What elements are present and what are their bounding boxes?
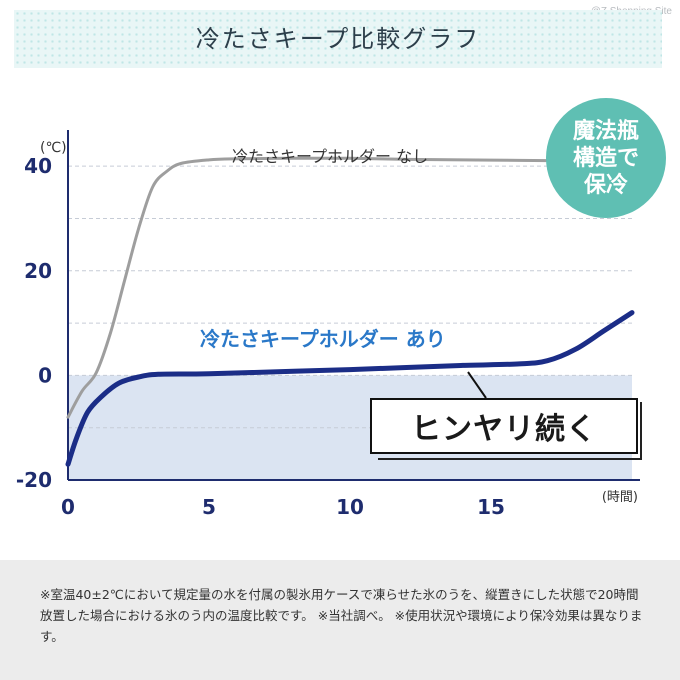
y-tick-label: -20 (16, 468, 52, 492)
series-line-with-holder (65, 310, 635, 467)
x-tick-label: 15 (477, 495, 505, 519)
chart-axes (67, 130, 640, 481)
callout-text: ヒンヤリ続く (411, 412, 597, 447)
x-tick-label: 0 (61, 495, 75, 519)
y-tick-label: 0 (38, 363, 52, 387)
x-tick-label: 5 (202, 495, 216, 519)
x-tick-label: 10 (336, 495, 364, 519)
chart-title: 冷たさキープ比較グラフ (195, 25, 481, 53)
chart-labels: 40 20 0 -20 0 5 10 15 (℃) (時間) 冷たさキープホルダー なし冷たさキープ… (16, 140, 638, 519)
y-axis-unit-label: (℃) (40, 140, 67, 156)
series-line-without-holder (66, 156, 634, 419)
stays-cold-callout: ヒンヤリ続く (370, 398, 638, 454)
x-axis-unit-label: (時間) (602, 490, 638, 505)
y-tick-label: 20 (24, 259, 52, 283)
footnote-text: ※室温40±2℃において規定量の水を付属の製氷用ケースで凍らせた氷のうを、縦置き… (40, 587, 643, 644)
footnote-panel: ※室温40±2℃において規定量の水を付属の製氷用ケースで凍らせた氷のうを、縦置き… (0, 560, 680, 680)
temperature-chart: 40 20 0 -20 0 5 10 15 (℃) (時間) 冷たさキープホルダー なし冷たさキープ… (16, 130, 640, 519)
title-banner: 冷たさキープ比較グラフ (14, 10, 662, 68)
series-label-with-holder: 冷たさキープホルダー あり (200, 327, 446, 351)
callout-shadow (378, 402, 642, 460)
chart-series (65, 156, 635, 467)
series-label-without-holder: 冷たさキープホルダー なし (232, 147, 428, 166)
y-tick-label: 40 (24, 154, 52, 178)
vacuum-structure-badge: 魔法瓶 構造で 保冷 (546, 98, 666, 218)
callout-pointer-line (467, 371, 487, 399)
badge-text: 魔法瓶 構造で 保冷 (572, 118, 639, 198)
